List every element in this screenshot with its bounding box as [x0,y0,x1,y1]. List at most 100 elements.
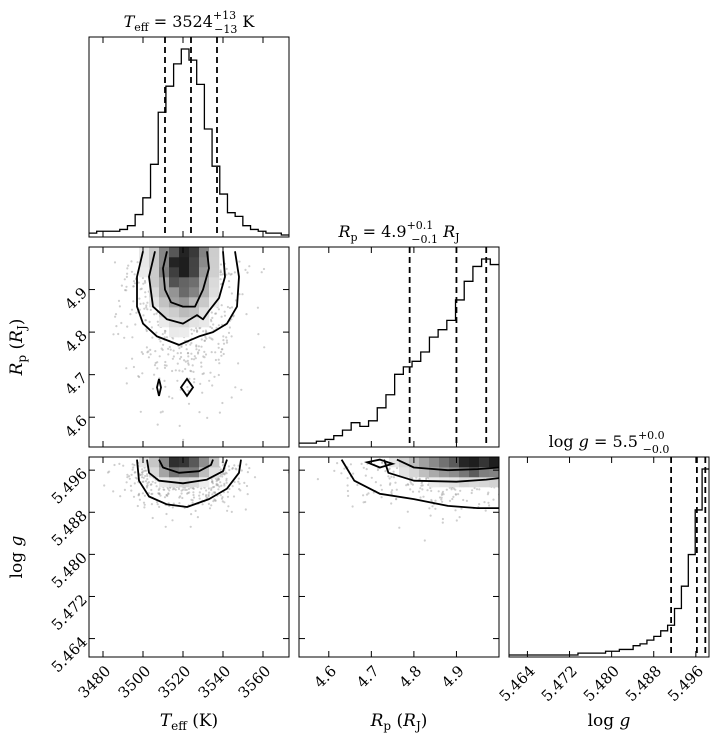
scatter-point [520,498,522,500]
scatter-point [246,271,249,274]
scatter-point [362,466,365,469]
scatter-point [233,271,236,274]
scatter-point [429,514,432,517]
scatter-point [506,468,508,470]
scatter-point [190,332,193,335]
label-part: R [402,711,416,731]
scatter-point [483,501,486,504]
scatter-point [512,465,514,467]
density-cell [449,457,460,468]
density-cell [459,477,470,488]
label-part: g [7,535,27,546]
density-cell [149,457,160,468]
scatter-point [395,498,398,501]
title-part: K [237,12,255,31]
density-cell [169,247,180,258]
scatter-point [388,477,391,480]
density-cell [189,287,200,298]
scatter-point [168,489,171,492]
scatter-point [561,464,563,466]
scatter-point [230,306,234,309]
scatter-point [553,485,555,487]
scatter-point [511,482,513,484]
scatter-point [503,473,505,475]
y-tick-label-rp: 4.7 [61,369,91,399]
scatter-point [192,491,195,494]
scatter-point [190,328,193,331]
label-part: ) [421,711,428,731]
scatter-point [513,469,515,471]
density-cell [179,257,190,268]
scatter-point [547,467,549,469]
scatter-point [136,504,139,508]
scatter-point [428,507,431,510]
density-cell [199,247,210,258]
scatter-point [219,481,222,484]
scatter-point [218,485,221,488]
scatter-point [149,483,152,486]
scatter-point [227,272,230,275]
density-cell [429,457,440,468]
scatter-point [617,461,619,463]
scatter-point [225,477,228,480]
scatter-point [125,382,128,385]
scatter-point [499,479,501,481]
scatter-point [553,483,555,485]
scatter-point [525,463,527,465]
scatter-point [516,484,518,486]
scatter-point [525,475,527,477]
scatter-point [204,335,207,338]
title-part: J [454,231,459,244]
density-cell [209,467,220,478]
scatter-point [222,339,225,342]
scatter-point [550,481,552,483]
scatter-point [524,463,526,465]
scatter-point [130,473,133,476]
density-cell [189,267,200,278]
scatter-point [517,465,519,467]
scatter-point [140,287,143,290]
scatter-point [578,486,580,488]
scatter-point [182,438,185,441]
scatter-point [217,373,220,377]
scatter-point [137,281,140,284]
scatter-point [596,489,598,491]
scatter-point [502,489,504,491]
scatter-point [129,484,132,487]
scatter-point [219,475,222,478]
scatter-point [223,473,226,476]
density-cell [209,277,220,288]
scatter-point [569,505,571,507]
scatter-point [581,461,583,463]
scatter-point [192,358,196,361]
x-tick-label-logg: 5.496 [664,662,707,705]
density-cell [199,267,210,278]
scatter-point [552,490,554,492]
scatter-point [144,480,148,483]
scatter-point [506,486,508,488]
scatter-point [114,315,117,318]
scatter-point [582,469,584,471]
scatter-point [406,483,409,486]
scatter-point [570,461,572,463]
density-cell [159,247,170,258]
x-axis-label-logg: log g [588,711,631,731]
scatter-point [430,498,433,502]
label-part: ( [7,343,27,355]
scatter-point [151,516,154,520]
scatter-point [227,280,231,283]
density-cell [199,457,210,468]
scatter-point [419,487,422,490]
scatter-point [245,313,248,316]
scatter-point [581,491,583,493]
label-part: log [7,546,27,578]
scatter-point [156,367,159,370]
scatter-point [195,344,198,347]
scatter-point [636,475,638,477]
scatter-point [513,474,515,476]
scatter-point [376,468,379,472]
scatter-point [553,471,555,473]
scatter-point [130,489,133,492]
scatter-point [123,488,126,491]
scatter-point [134,471,137,474]
